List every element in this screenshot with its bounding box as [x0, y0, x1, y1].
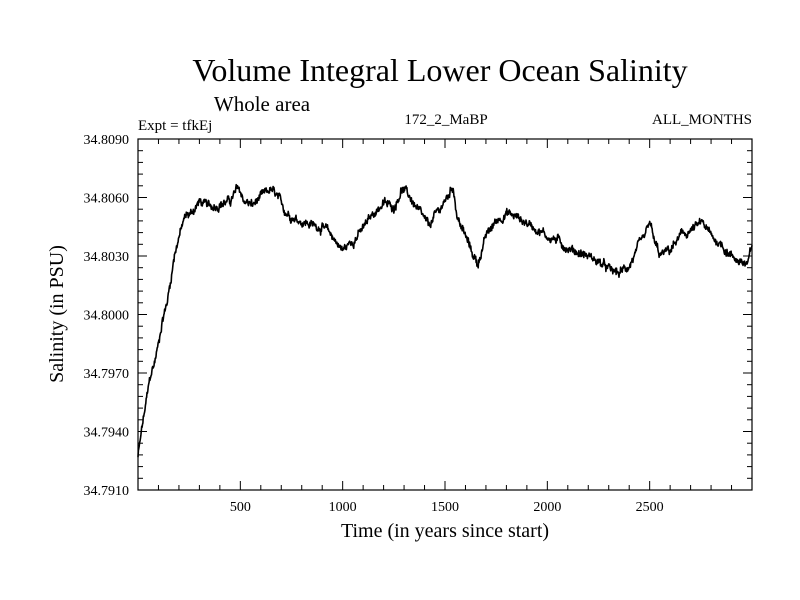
run-id-label: 172_2_MaBP — [404, 112, 487, 128]
x-tick-label: 500 — [230, 500, 251, 515]
y-axis-ticks: 34.7910 34.7940 34.7970 34.8000 34.8030 34.80… — [84, 133, 752, 499]
months-label: ALL_MONTHS — [652, 112, 752, 128]
y-tick-label: 34.8090 — [84, 133, 130, 148]
x-axis-label: Time (in years since start) — [341, 520, 549, 542]
y-tick-label: 34.8000 — [84, 309, 130, 324]
plot-frame — [137, 138, 753, 491]
salinity-series-line — [137, 183, 753, 458]
y-tick-label: 34.8030 — [84, 250, 130, 265]
y-tick-label: 34.7970 — [84, 367, 130, 382]
x-tick-label: 2000 — [533, 500, 561, 515]
experiment-label: Expt = tfkEj — [138, 118, 212, 134]
x-tick-label: 2500 — [636, 500, 664, 515]
y-axis-label: Salinity (in PSU) — [46, 245, 68, 383]
y-tick-label: 34.7940 — [84, 426, 130, 441]
chart-subtitle: Whole area — [214, 92, 311, 116]
y-tick-label: 34.8060 — [84, 192, 130, 207]
x-tick-label: 1500 — [431, 500, 459, 515]
x-axis-ticks: 500 1000 1500 2000 2500 — [157, 139, 733, 515]
x-tick-label: 1000 — [329, 500, 357, 515]
y-tick-label: 34.7910 — [84, 484, 130, 499]
chart-title: Volume Integral Lower Ocean Salinity — [192, 52, 687, 88]
